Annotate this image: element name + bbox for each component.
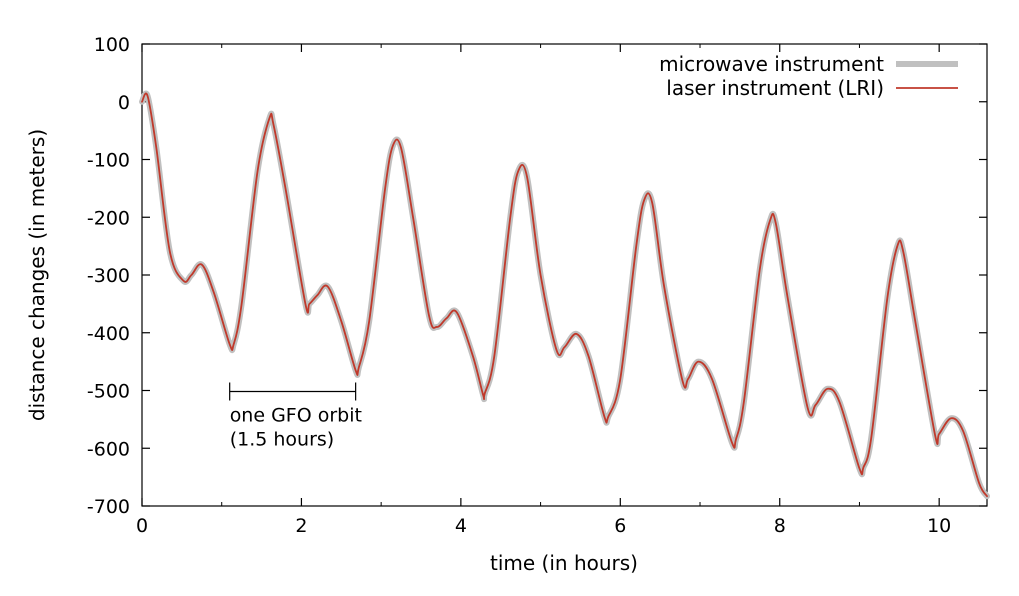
x-tick-label: 4 xyxy=(455,515,467,537)
x-tick-label: 6 xyxy=(614,515,626,537)
x-tick-label: 8 xyxy=(774,515,786,537)
x-tick-label: 0 xyxy=(136,515,148,537)
orbit-annotation-subtext: (1.5 hours) xyxy=(230,429,334,451)
y-tick-label: -500 xyxy=(87,381,130,403)
x-tick-label: 2 xyxy=(295,515,307,537)
legend-label-microwave: microwave instrument xyxy=(659,52,884,76)
x-tick-label: 10 xyxy=(927,515,951,537)
y-tick-label: -600 xyxy=(87,438,130,460)
series-laser-line xyxy=(141,92,988,498)
y-tick-label: -400 xyxy=(87,323,130,345)
orbit-annotation: one GFO orbit (1.5 hours) xyxy=(229,382,362,451)
y-tick-label: -300 xyxy=(87,265,130,287)
y-tick-label: 100 xyxy=(94,34,130,56)
y-tick-label: -100 xyxy=(87,150,130,172)
series-group xyxy=(139,90,990,500)
y-tick-label: -200 xyxy=(87,207,130,229)
x-axis-label: time (in hours) xyxy=(490,551,638,575)
y-axis: 100 0 -100 -200 -300 -400 -500 -600 -700 xyxy=(87,34,987,518)
y-tick-label: 0 xyxy=(118,92,130,114)
orbit-annotation-text: one GFO orbit xyxy=(230,405,362,427)
legend-label-laser: laser instrument (LRI) xyxy=(666,76,884,100)
x-axis: 0 2 4 6 8 10 xyxy=(136,44,951,537)
y-tick-label: -700 xyxy=(87,496,130,518)
y-axis-label: distance changes (in meters) xyxy=(25,129,49,421)
legend: microwave instrument laser instrument (L… xyxy=(659,52,958,100)
